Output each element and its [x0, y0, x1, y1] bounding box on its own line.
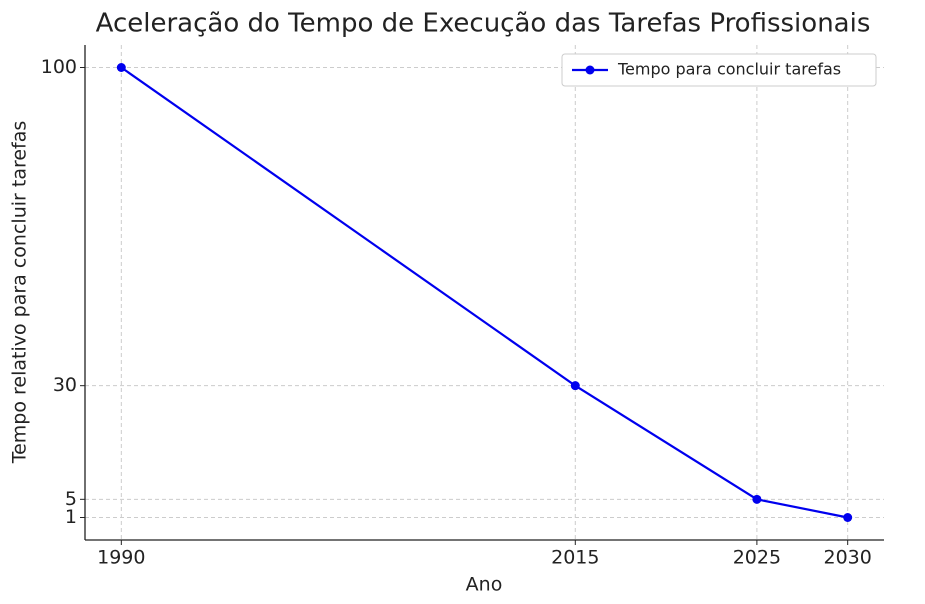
x-tick-label: 1990	[97, 547, 145, 569]
x-tick-label: 2025	[733, 547, 781, 569]
legend: Tempo para concluir tarefas	[561, 53, 877, 87]
data-point	[843, 513, 853, 522]
x-tick-label: 2015	[551, 547, 599, 569]
x-axis-label: Ano	[466, 574, 503, 596]
legend-box	[561, 53, 877, 87]
y-tick-label: 100	[41, 56, 77, 78]
data-point	[116, 63, 126, 72]
data-point	[752, 494, 762, 504]
legend-marker	[585, 65, 595, 75]
y-tick-label: 5	[65, 488, 77, 510]
data-point	[570, 381, 580, 391]
y-axis-label: Tempo relativo para concluir tarefas	[9, 121, 31, 465]
legend-label: Tempo para concluir tarefas	[617, 60, 841, 79]
chart-title: Aceleração do Tempo de Execução das Tare…	[96, 9, 871, 39]
data-line	[120, 66, 848, 519]
x-tick-label: 2030	[824, 547, 872, 569]
y-tick-label: 30	[53, 374, 77, 396]
y-tick-label: 1	[65, 506, 77, 528]
